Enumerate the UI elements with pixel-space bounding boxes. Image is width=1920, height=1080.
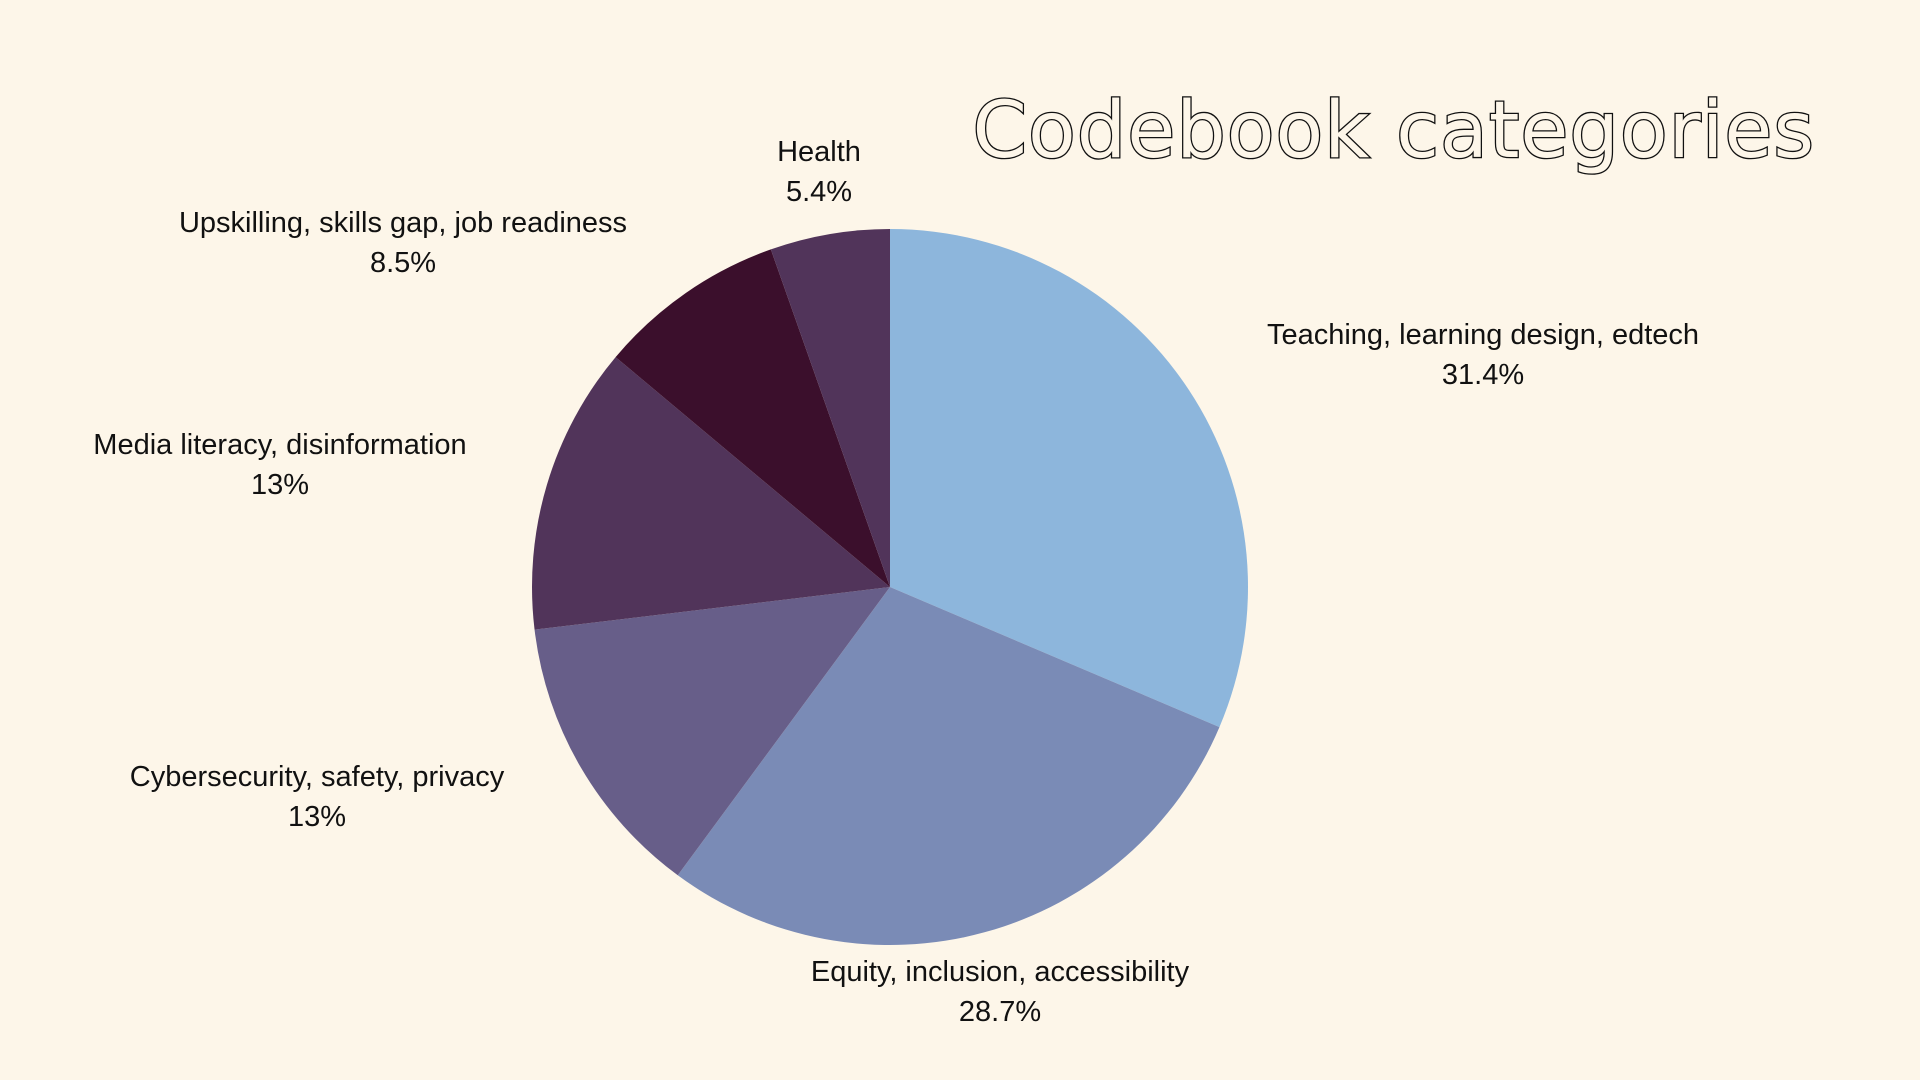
pie-slice [770,229,890,587]
slice-percent-label: 28.7% [959,996,1041,1028]
slice-percent-label: 31.4% [1442,359,1524,391]
pie-slices [532,229,1248,945]
pie-slice [615,249,890,587]
slice-percent-label: 5.4% [786,176,852,208]
slice-category-label: Cybersecurity, safety, privacy [130,761,505,793]
slice-labels: Teaching, learning design, edtech 31.4% Eq… [93,136,1699,1028]
pie-slice [890,229,1248,728]
slice-category-label: Upskilling, skills gap, job readiness [179,207,627,239]
slice-category-label: Health [777,136,861,168]
slice-percent-label: 8.5% [370,247,436,279]
pie-slice [677,587,1220,945]
pie-slice [532,357,890,630]
slice-percent-label: 13% [288,801,346,833]
slice-category-label: Teaching, learning design, edtech [1267,319,1699,351]
slice-percent-label: 13% [251,469,309,501]
slice-category-label: Equity, inclusion, accessibility [811,956,1190,988]
pie-slice [534,587,890,876]
slice-category-label: Media literacy, disinformation [93,429,466,461]
chart-title: Codebook categories [973,86,1815,176]
